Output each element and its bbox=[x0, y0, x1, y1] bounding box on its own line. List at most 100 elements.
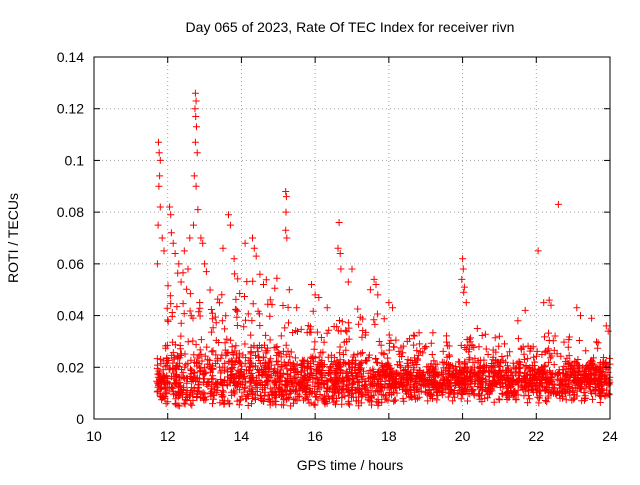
data-point bbox=[312, 393, 319, 401]
data-point bbox=[548, 388, 556, 396]
data-point bbox=[312, 366, 320, 374]
data-point bbox=[192, 341, 200, 349]
data-point bbox=[157, 374, 165, 382]
data-point bbox=[565, 352, 573, 360]
data-point bbox=[264, 380, 272, 388]
data-point bbox=[495, 359, 503, 367]
data-point bbox=[156, 203, 164, 211]
data-point bbox=[453, 366, 461, 374]
data-point bbox=[433, 360, 441, 368]
data-point bbox=[246, 362, 254, 370]
data-point bbox=[524, 365, 532, 373]
data-point bbox=[248, 400, 255, 408]
data-point bbox=[300, 396, 307, 404]
data-point bbox=[343, 328, 351, 336]
data-point bbox=[265, 359, 273, 367]
data-point bbox=[374, 291, 382, 299]
data-point bbox=[334, 244, 342, 252]
data-point bbox=[333, 395, 341, 402]
data-point bbox=[357, 372, 365, 380]
data-point bbox=[403, 379, 411, 387]
data-point bbox=[578, 377, 586, 384]
data-point bbox=[378, 383, 386, 391]
data-point bbox=[425, 383, 433, 391]
data-point bbox=[159, 366, 167, 374]
data-point bbox=[495, 342, 503, 350]
data-point bbox=[336, 366, 344, 374]
data-point bbox=[195, 381, 203, 389]
data-point bbox=[177, 350, 185, 358]
data-point bbox=[476, 365, 484, 372]
data-point bbox=[172, 395, 180, 403]
data-point bbox=[209, 365, 217, 373]
data-point bbox=[427, 378, 435, 386]
data-point bbox=[287, 375, 295, 382]
data-point bbox=[318, 368, 326, 376]
data-point bbox=[300, 385, 308, 393]
data-point bbox=[193, 374, 201, 382]
data-point bbox=[374, 401, 382, 409]
data-point bbox=[317, 349, 325, 357]
data-point bbox=[540, 299, 548, 307]
data-point bbox=[530, 362, 538, 370]
data-point bbox=[211, 313, 219, 321]
data-point bbox=[366, 374, 374, 382]
data-point bbox=[351, 386, 359, 394]
data-point bbox=[156, 156, 164, 164]
data-point bbox=[477, 391, 485, 399]
data-point bbox=[552, 390, 560, 398]
data-point bbox=[400, 397, 408, 405]
data-point bbox=[172, 401, 180, 409]
data-point bbox=[565, 333, 573, 341]
data-point bbox=[189, 377, 197, 385]
data-point bbox=[221, 359, 229, 367]
data-point bbox=[290, 379, 298, 387]
data-point bbox=[268, 390, 276, 398]
data-point bbox=[501, 340, 508, 348]
data-point bbox=[311, 291, 319, 299]
data-point bbox=[218, 351, 226, 359]
data-point bbox=[310, 345, 318, 353]
data-point bbox=[539, 369, 547, 377]
data-point bbox=[456, 363, 464, 371]
data-point bbox=[415, 393, 423, 401]
data-point bbox=[601, 360, 609, 368]
data-point bbox=[201, 390, 209, 398]
data-point bbox=[378, 368, 386, 376]
data-point bbox=[320, 398, 328, 406]
data-point bbox=[292, 379, 300, 386]
data-point bbox=[519, 343, 527, 351]
data-point bbox=[197, 350, 205, 358]
data-point bbox=[342, 326, 350, 334]
data-point bbox=[533, 381, 541, 389]
data-point bbox=[276, 366, 284, 374]
data-point bbox=[158, 384, 166, 392]
data-point bbox=[344, 278, 352, 286]
data-point bbox=[229, 374, 237, 382]
data-point bbox=[276, 384, 284, 392]
data-point bbox=[355, 402, 363, 410]
data-point bbox=[163, 378, 171, 386]
data-point bbox=[166, 203, 174, 211]
data-point bbox=[579, 363, 587, 371]
data-point bbox=[426, 366, 434, 374]
data-point bbox=[173, 362, 181, 370]
y-tick-label: 0.06 bbox=[57, 256, 84, 272]
data-point bbox=[188, 401, 196, 409]
data-point bbox=[283, 234, 291, 242]
data-point bbox=[173, 303, 181, 311]
data-point bbox=[378, 398, 386, 406]
data-point bbox=[189, 314, 197, 322]
data-point bbox=[303, 393, 311, 401]
data-point bbox=[485, 373, 493, 381]
data-point bbox=[445, 370, 453, 377]
data-point bbox=[481, 394, 489, 402]
data-point bbox=[223, 349, 231, 357]
data-point bbox=[354, 377, 362, 385]
data-point bbox=[588, 360, 596, 368]
data-point bbox=[444, 363, 452, 371]
data-point bbox=[186, 392, 193, 400]
data-point bbox=[424, 397, 432, 405]
data-point bbox=[246, 382, 254, 390]
data-point bbox=[333, 365, 341, 373]
